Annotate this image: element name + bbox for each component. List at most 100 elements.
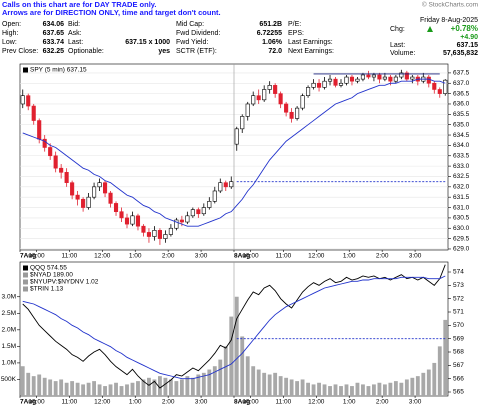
candle-body (432, 82, 437, 90)
candle-body (251, 95, 256, 105)
x-tick-label: 10:00 (28, 399, 45, 406)
volume-label: Volume: (390, 50, 415, 57)
x-tick-label: 12:00 (94, 253, 111, 260)
x-tick-label: 11:00 (275, 253, 291, 260)
volume-bar (251, 366, 256, 396)
candle-body (75, 194, 80, 200)
volume-bar (119, 386, 124, 396)
up-arrow (427, 26, 433, 32)
candle-body (174, 219, 179, 229)
x-tick-label: 11:00 (61, 253, 77, 260)
volume-bar (333, 384, 338, 396)
y-tick-label: 630.0 (453, 225, 470, 232)
volume-bar (179, 379, 184, 396)
candle-body (410, 76, 415, 80)
info-label: Optionable: (68, 48, 104, 55)
x-tick-label: 3:00 (195, 253, 208, 260)
candle-body (349, 76, 355, 82)
x-tick-label: 2:00 (162, 253, 175, 260)
candle-body (245, 103, 250, 117)
volume-bar (31, 376, 36, 396)
chg: +4.90 (460, 34, 478, 41)
candle-body (70, 182, 75, 196)
candle-body (59, 167, 64, 173)
volume-bar (158, 376, 162, 396)
chg-label: Chg: (390, 26, 405, 33)
volume: 57,635,832 (443, 50, 478, 57)
candle-body (196, 209, 201, 215)
volume-bar (388, 382, 393, 396)
volume-bar (295, 381, 300, 396)
candle-body (119, 211, 124, 219)
volume-bar (306, 382, 310, 396)
candle-body (262, 89, 267, 101)
y-tick-label: 568 (453, 349, 464, 356)
volume-bar (234, 296, 239, 396)
volume-bar (372, 384, 376, 396)
volume-bar (328, 386, 332, 396)
x-tick-label: 12:00 (94, 399, 111, 406)
x-tick-label: 11:00 (61, 399, 77, 406)
candle-body (278, 93, 283, 105)
volume-bar (212, 366, 217, 396)
volume-bar (377, 382, 382, 396)
x-tick-label: 1:00 (129, 253, 142, 260)
y-tick-label: 567 (453, 362, 464, 369)
legend-label: $NYAD 189.00 (30, 272, 73, 279)
volume-bar (207, 369, 212, 396)
volume-bar (168, 379, 173, 396)
info-value: 6.72255 (257, 30, 282, 37)
info-label: Fwd Dividend: (176, 30, 220, 37)
volume-bar (108, 384, 113, 396)
y-tick-label: 629.5 (453, 235, 470, 242)
x-tick-label: 2:00 (376, 399, 389, 406)
volume-bar (245, 356, 250, 396)
x-tick-label: 10:00 (28, 253, 45, 260)
volume-bar (42, 377, 47, 396)
y-tick-label: 574 (453, 269, 464, 276)
volume-bar (421, 372, 426, 396)
candle-body (443, 79, 448, 94)
legend-swatch (23, 272, 28, 278)
info-label: SCTR (ETF): (176, 48, 217, 55)
note-line: Calls on this chart are for DAY TRADE on… (2, 0, 156, 9)
info-label: EPS: (288, 30, 304, 37)
volume-bar (267, 374, 272, 396)
volume-bar (141, 379, 146, 396)
volume-bar (48, 379, 53, 396)
candle-body (311, 82, 316, 88)
candle-body (26, 95, 31, 107)
y-tick-label: 634.5 (453, 132, 470, 139)
y-tick-label: 634.0 (453, 142, 470, 149)
x-tick-label: 7Aug (20, 399, 36, 406)
volume-bar (223, 346, 228, 396)
volume-bar (81, 384, 86, 396)
info-value: 1.06% (262, 39, 283, 46)
candle-body (322, 80, 327, 88)
volume-bar (147, 377, 151, 396)
x-tick-label: 3:00 (409, 399, 422, 406)
volume-bar (97, 384, 102, 396)
x-tick-label: 7Aug (20, 253, 36, 260)
volume-bar (344, 384, 349, 396)
y-tick-label: 636.0 (453, 101, 470, 108)
legend-label: SPY (5 min) 637.15 (30, 67, 87, 74)
last-label: Last: (390, 42, 405, 49)
info-label: Last Earnings: (288, 39, 333, 46)
volume-bar (92, 381, 96, 396)
volume-bar (437, 346, 442, 396)
candle-body (267, 85, 272, 90)
x-tick-label: 11:00 (275, 399, 291, 406)
x-tick-label: 12:00 (308, 253, 325, 260)
y-tick-label: 570 (453, 322, 464, 329)
volume-bar (339, 386, 343, 396)
candle-body (316, 82, 322, 88)
y-tick-label: 635.0 (453, 121, 470, 128)
candle-body (81, 198, 86, 208)
x-tick-label: 1:00 (129, 399, 142, 406)
candle-body (113, 203, 119, 212)
x-tick-label: 8Aug (234, 253, 250, 260)
x-tick-label: 1:00 (343, 399, 356, 406)
volume-bar (366, 386, 371, 396)
candle-body (382, 76, 387, 80)
